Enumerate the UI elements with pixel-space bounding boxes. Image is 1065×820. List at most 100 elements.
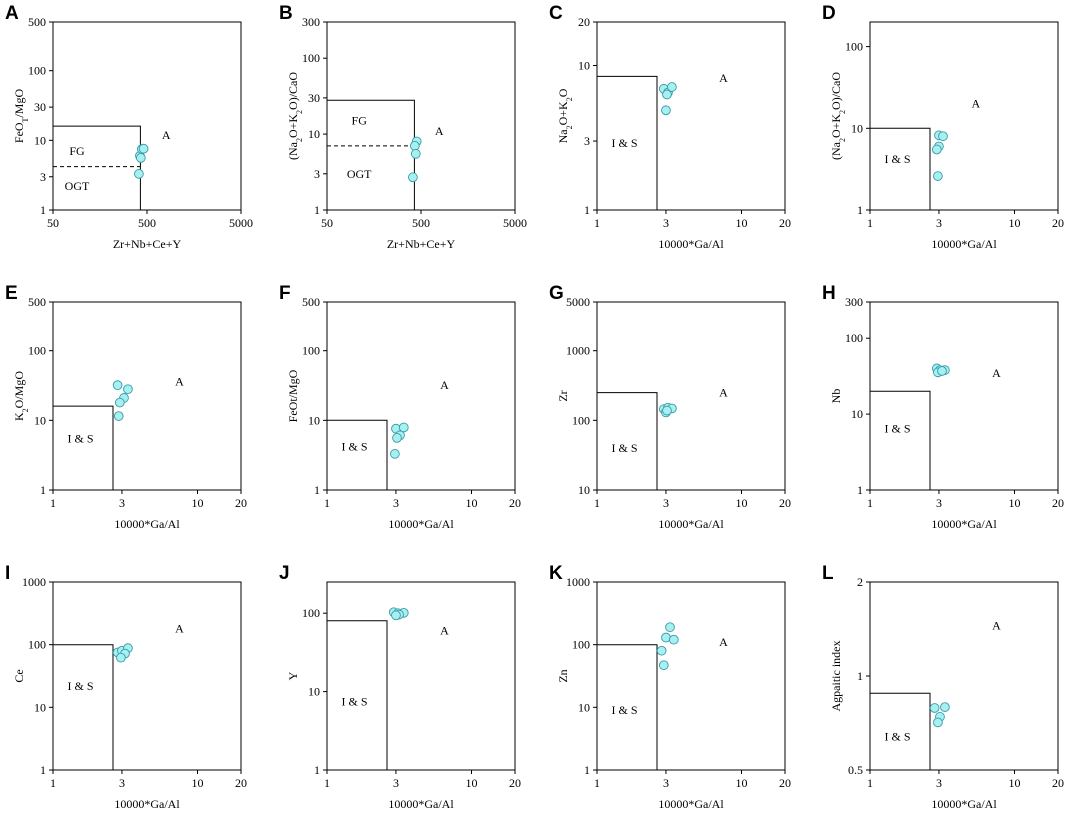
panel-letter: G: [549, 283, 564, 304]
y-tick-label: 1: [857, 483, 863, 497]
data-point: [668, 634, 679, 645]
y-tick-label: 500: [28, 15, 46, 29]
x-tick-label: 3: [393, 776, 399, 790]
y-tick-label: 10: [578, 700, 590, 714]
plot-frame: [596, 21, 786, 211]
x-tick-label: 1: [324, 776, 330, 790]
x-tick-label: 20: [779, 776, 791, 790]
x-axis-label: 10000*Ga/Al: [658, 517, 724, 531]
x-axis-label: Zr+Nb+Ce+Y: [387, 237, 456, 251]
panel-a: A 50 500 5000 1 3 10 30 100 500 Zr+Nb+Ce+Y FeOT/MgO…: [5, 3, 253, 251]
plot-frame: [869, 301, 1059, 491]
x-tick-label: 3: [936, 496, 942, 510]
y-tick-label: 100: [302, 51, 320, 65]
data-point: [658, 660, 669, 671]
data-point: [937, 366, 947, 376]
y-tick-label: 3: [40, 170, 46, 184]
x-tick-label: 3: [936, 216, 942, 230]
field-boundary: [870, 692, 931, 770]
y-tick-label: 10: [34, 413, 46, 427]
x-tick-label: 20: [779, 496, 791, 510]
panel-letter: D: [822, 3, 836, 24]
x-tick-label: 1: [594, 496, 600, 510]
panel-i: I 1 3 10 20 1 10 100 1000 10000*Ga/Al Ce I & S A: [5, 563, 247, 811]
panel-letter: L: [822, 563, 834, 584]
x-tick-label: 10: [736, 496, 748, 510]
y-axis-label: Nb: [829, 389, 843, 404]
data-point: [398, 422, 409, 433]
y-tick-label: 1: [857, 669, 863, 683]
region-label: A: [435, 124, 444, 138]
y-axis-label: FeOT/MgO: [12, 89, 30, 144]
y-tick-label: 10: [308, 127, 320, 141]
y-tick-label: 1: [584, 763, 590, 777]
x-tick-label: 10: [1009, 776, 1021, 790]
y-tick-label: 2: [857, 575, 863, 589]
x-tick-label: 10: [1009, 496, 1021, 510]
region-label: A: [440, 378, 449, 392]
x-tick-label: 3: [936, 776, 942, 790]
panel-f: F 1 3 10 20 1 10 100 500 10000*Ga/Al FeOt/MgO I & S…: [279, 283, 521, 531]
y-tick-label: 100: [572, 413, 590, 427]
x-tick-label: 20: [509, 496, 521, 510]
data-point: [113, 411, 124, 421]
y-tick-label: 20: [578, 15, 590, 29]
y-tick-label: 100: [28, 64, 46, 78]
x-tick-label: 3: [119, 776, 125, 790]
x-tick-label: 10: [466, 776, 478, 790]
data-point: [123, 384, 133, 395]
region-label: I & S: [884, 152, 910, 166]
y-tick-label: 300: [845, 295, 863, 309]
region-label: OGT: [347, 167, 372, 181]
y-tick-label: 5000: [566, 295, 590, 309]
y-tick-label: 1000: [566, 575, 590, 589]
y-tick-label: 3: [314, 167, 320, 181]
region-label: A: [992, 366, 1001, 380]
x-tick-label: 3: [663, 496, 669, 510]
y-tick-label: 1: [40, 483, 46, 497]
field-boundary: [597, 644, 658, 770]
region-label: FG: [352, 114, 368, 128]
field-boundary: [327, 419, 388, 490]
y-tick-label: 100: [28, 638, 46, 652]
region-label: I & S: [884, 730, 910, 744]
data-point: [931, 144, 942, 155]
panel-letter: I: [5, 563, 10, 584]
x-tick-label: 20: [509, 776, 521, 790]
data-point: [665, 622, 675, 633]
field-boundary: [597, 392, 658, 490]
data-point: [410, 148, 421, 159]
plot-frame: [52, 301, 242, 491]
y-axis-label: Y: [286, 671, 300, 680]
x-tick-label: 20: [779, 216, 791, 230]
panel-k: K 1 3 10 20 1 10 100 1000 10000*Ga/Al Zn I & S A: [549, 563, 791, 811]
plot-frame: [326, 301, 516, 491]
x-axis-label: 10000*Ga/Al: [658, 797, 724, 811]
x-tick-label: 5000: [503, 216, 527, 230]
plot-frame: [869, 21, 1059, 211]
region-label: A: [719, 386, 728, 400]
y-tick-label: 500: [28, 295, 46, 309]
field-boundary: [597, 75, 658, 210]
data-point: [134, 169, 144, 179]
y-tick-label: 100: [845, 331, 863, 345]
panel-letter: H: [822, 283, 836, 304]
y-tick-label: 1000: [566, 344, 590, 358]
data-point: [391, 610, 401, 621]
panel-letter: C: [549, 3, 563, 24]
x-axis-label: 10000*Ga/Al: [658, 237, 724, 251]
x-tick-label: 5000: [229, 216, 253, 230]
x-tick-label: 1: [324, 496, 330, 510]
x-tick-label: 1: [867, 496, 873, 510]
data-point: [667, 82, 677, 92]
data-point: [661, 105, 671, 116]
data-point: [390, 449, 400, 459]
y-axis-label: FeOt/MgO: [286, 369, 300, 422]
x-tick-label: 3: [663, 216, 669, 230]
y-tick-label: 100: [302, 344, 320, 358]
plot-frame: [596, 581, 786, 771]
data-point: [661, 632, 671, 643]
region-label: I & S: [611, 441, 637, 455]
x-axis-label: Zr+Nb+Ce+Y: [113, 237, 182, 251]
